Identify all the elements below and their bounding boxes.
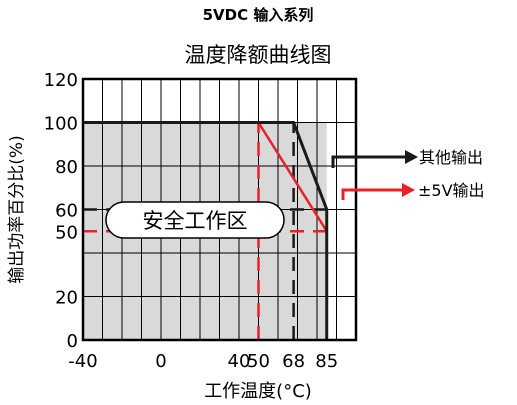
y-tick-label: 80 [55,157,78,178]
y-tick-label: 50 [55,222,78,243]
safe-zone-callout: 安全工作区 [105,201,285,239]
x-tick-label: 40 [228,351,251,372]
series-header: 5VDC 输入系列 [203,6,314,24]
legend-arrow-line-5v [341,188,404,200]
x-tick-label: 0 [155,351,166,372]
safe-zone-box [105,201,285,239]
y-tick-label: 60 [55,201,78,222]
x-tick-label: 85 [315,351,338,372]
series-5v-derating [257,121,328,232]
legend-label-5v: ±5V输出 [418,181,485,200]
x-tick-label: 68 [282,351,305,372]
y-tick-label: 0 [67,331,78,352]
x-tick-label: -40 [68,351,97,372]
series-other-outputs [83,121,329,340]
y-axis-label: 输出功率百分比(%) [7,135,27,283]
legend-label-other: 其他输出 [419,148,483,167]
legend-arrow-head-other [405,150,418,164]
legend-arrow-head-5v [402,183,415,197]
safe-zone-label: 安全工作区 [143,209,248,233]
x-tick-label: 50 [247,351,270,372]
y-tick-label: 100 [44,114,78,135]
y-tick-label: 20 [55,288,78,309]
chart-title: 温度降额曲线图 [185,43,332,67]
x-axis-label: 工作温度(°C) [204,381,312,402]
legend-other-outputs: 其他输出 [331,148,483,168]
plot-frame [81,77,358,342]
series-group [83,121,329,340]
y-tick-label: 120 [44,70,78,91]
legend-5v-output: ±5V输出 [341,181,485,200]
legend-arrow-line-other [331,155,407,168]
